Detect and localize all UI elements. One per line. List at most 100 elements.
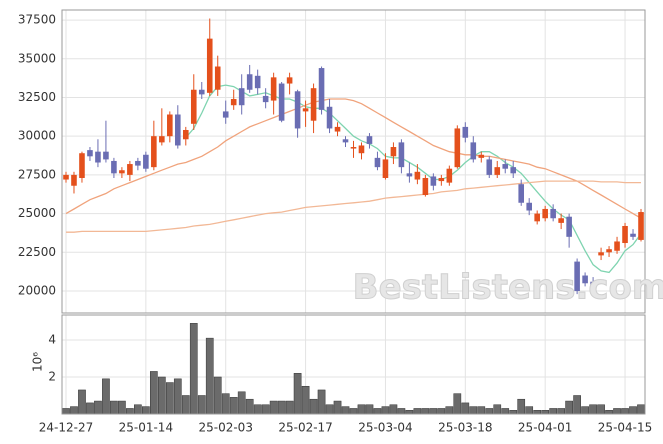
candle-body — [350, 147, 357, 149]
candle-body — [494, 167, 501, 175]
watermark: BestListens.com — [353, 268, 663, 308]
volume-bar — [381, 406, 390, 415]
candle-body — [534, 213, 540, 222]
candle-body — [398, 142, 405, 168]
y-tick-label: 32500 — [18, 90, 56, 104]
volume-axis-label: 10⁶ — [31, 352, 45, 372]
volume-bar — [533, 410, 542, 415]
volume-bar — [589, 404, 597, 415]
volume-bar — [501, 408, 510, 415]
volume-bar — [333, 400, 342, 415]
volume-bar — [269, 400, 278, 415]
volume-bar — [229, 397, 238, 415]
volume-bar — [485, 408, 494, 415]
candle-body — [606, 249, 612, 253]
candle-body — [430, 176, 437, 186]
volume-bar — [613, 408, 621, 415]
volume-bar — [525, 406, 534, 415]
volume-bar — [86, 402, 94, 415]
moving-average-line — [185, 84, 642, 274]
volume-bar — [237, 391, 246, 415]
candle-body — [222, 111, 229, 118]
volume-bar — [445, 406, 454, 415]
volume-bar — [165, 382, 174, 415]
volume-bar — [549, 408, 558, 415]
candle-body — [526, 202, 532, 211]
volume-bar — [437, 408, 446, 415]
candle-body — [478, 154, 485, 158]
volume-bar — [365, 404, 374, 415]
candle-body — [598, 252, 604, 256]
volume-bar — [134, 404, 142, 415]
candle-body — [574, 261, 580, 292]
volume-bar — [477, 406, 486, 415]
volume-bar — [421, 408, 430, 415]
volume-bar — [341, 406, 350, 415]
candle-body — [374, 157, 381, 168]
candle-body — [414, 171, 421, 180]
candle-body — [326, 106, 333, 129]
y-tick-label: 25000 — [18, 206, 56, 220]
volume-panel — [62, 315, 645, 414]
candle-body — [566, 216, 572, 237]
candle-body — [454, 128, 461, 168]
candle-body — [270, 77, 277, 101]
volume-tick-label: 2 — [48, 369, 56, 383]
volume-bar — [110, 400, 118, 415]
candle-body — [582, 275, 588, 284]
moving-average-line — [65, 98, 642, 219]
y-tick-label: 37500 — [18, 13, 56, 27]
volume-bar — [126, 408, 134, 415]
volume-bar — [541, 410, 550, 415]
volume-bar — [102, 378, 110, 415]
panel-frame — [61, 9, 646, 314]
panel-frame — [61, 314, 646, 415]
candle-body — [550, 208, 556, 219]
candle-body — [622, 225, 628, 244]
candle-body — [614, 241, 620, 251]
candle-body — [167, 114, 173, 137]
candle-body — [510, 167, 517, 174]
candle-body — [198, 89, 205, 95]
candle-body — [542, 208, 548, 219]
candle-body — [103, 151, 109, 160]
x-tick-label: 24-12-27 — [39, 421, 93, 435]
volume-bar — [309, 398, 318, 415]
volume-bar — [245, 398, 254, 415]
volume-bar — [357, 404, 366, 415]
candle-body — [446, 168, 453, 183]
x-tick-label: 25-01-14 — [119, 421, 173, 435]
candle-body — [79, 153, 85, 178]
candle-body — [87, 150, 93, 157]
candle-body — [238, 88, 245, 106]
candle-body — [262, 95, 269, 103]
candle-body — [318, 68, 325, 110]
volume-bar — [517, 398, 526, 415]
volume-bar — [285, 400, 294, 415]
candle-body — [638, 212, 644, 240]
candle-body — [470, 142, 477, 160]
x-tick-label: 25-04-15 — [598, 421, 652, 435]
y-tick-label: 20000 — [18, 284, 56, 298]
volume-bar — [277, 400, 286, 415]
candle-body — [206, 38, 213, 93]
volume-bar — [581, 406, 589, 415]
volume-bar — [94, 400, 102, 415]
candle-body — [334, 126, 341, 132]
candle-body — [390, 147, 397, 157]
candle-body — [558, 218, 564, 223]
volume-bar — [597, 404, 605, 415]
volume-bar — [317, 389, 326, 415]
candle-body — [63, 174, 69, 180]
candle-body — [159, 136, 165, 143]
volume-bar — [557, 408, 565, 415]
x-tick-label: 25-03-04 — [358, 421, 412, 435]
volume-bar — [189, 323, 198, 415]
candle-body — [366, 136, 373, 144]
candle-body — [518, 184, 525, 203]
volume-bar — [461, 402, 470, 415]
volume-bar — [349, 408, 358, 415]
volume-bar — [389, 404, 398, 415]
candle-body — [127, 164, 133, 175]
